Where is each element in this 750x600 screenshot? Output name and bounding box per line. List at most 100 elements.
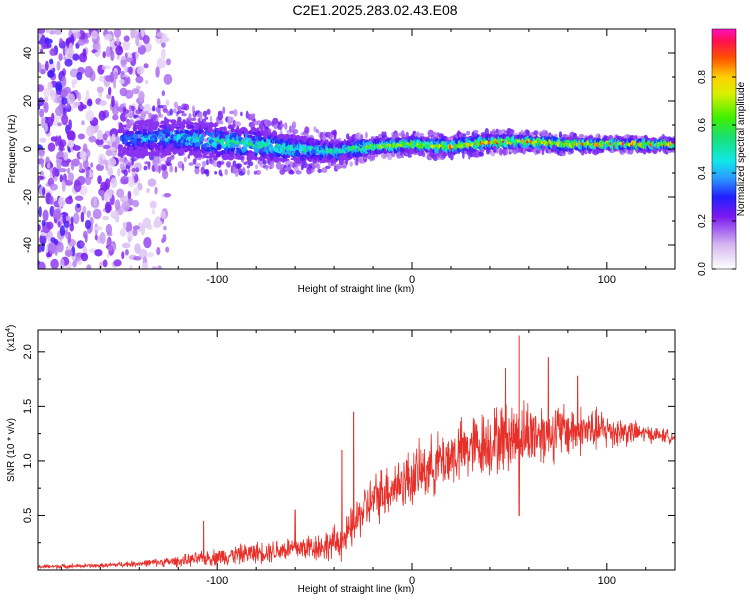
spectrogram-cell bbox=[418, 133, 425, 137]
spectrogram-cell bbox=[196, 149, 201, 155]
spectrogram-cell bbox=[95, 138, 104, 146]
spectrogram-cell bbox=[218, 126, 226, 131]
spectrogram-cell bbox=[280, 169, 285, 174]
spectrogram-cell bbox=[50, 136, 58, 142]
spectrogram-cell bbox=[231, 132, 238, 136]
spectrogram-cell bbox=[227, 124, 235, 130]
spectrogram-cell bbox=[86, 210, 92, 218]
spectrogram-cell bbox=[317, 168, 323, 173]
spectrogram-cell bbox=[97, 175, 102, 185]
spectrogram-cell bbox=[99, 261, 103, 269]
spectrogram-cell bbox=[119, 162, 125, 170]
spectrogram-cell bbox=[56, 241, 64, 253]
colorbar-tick-label: 0.4 bbox=[697, 166, 708, 180]
spectrogram-cell bbox=[38, 176, 41, 185]
y-tick-label: 0.5 bbox=[22, 508, 34, 523]
spectrogram-cell bbox=[121, 251, 125, 260]
spectrogram-cell bbox=[355, 132, 362, 140]
spectrogram-cell bbox=[170, 119, 177, 124]
spectrogram-cell bbox=[265, 166, 269, 171]
colorbar-tick-label: 0.6 bbox=[697, 118, 708, 132]
spectrogram-cell bbox=[578, 134, 585, 138]
spectrogram-cell bbox=[119, 228, 127, 237]
spectrogram-cell bbox=[184, 129, 190, 134]
spectrogram-cell bbox=[61, 97, 68, 105]
spectrogram-cell bbox=[161, 42, 166, 48]
spectrogram-cell bbox=[59, 225, 65, 237]
spectrogram-cell bbox=[124, 52, 128, 59]
spectrogram-cell bbox=[132, 199, 140, 208]
spectrogram-cell bbox=[73, 212, 80, 225]
spectrogram-cell bbox=[123, 169, 128, 177]
snr-y-label: SNR (10 * v/v) bbox=[6, 418, 17, 482]
spectrogram-cell bbox=[158, 165, 161, 174]
spectrogram-cell bbox=[68, 119, 72, 131]
spectrogram-cell bbox=[135, 50, 139, 61]
spectrogram-cell bbox=[159, 124, 165, 128]
spectrogram-cell bbox=[72, 145, 81, 151]
spectrogram-cell bbox=[202, 123, 209, 129]
spectrogram-cell bbox=[72, 260, 77, 268]
spectrogram-cell bbox=[250, 113, 256, 118]
spectrogram-cell bbox=[221, 160, 224, 166]
spectrogram-cell bbox=[295, 170, 302, 175]
spectrogram-cell bbox=[105, 223, 113, 235]
spectrogram-cell bbox=[204, 155, 211, 159]
spectrogram-cell bbox=[46, 221, 54, 230]
spectrogram-cell bbox=[279, 120, 283, 124]
spectrogram-cell bbox=[169, 108, 173, 116]
spectrogram-cell bbox=[76, 71, 83, 81]
x-tick-label: -100 bbox=[206, 575, 228, 587]
spectrogram-cell bbox=[198, 111, 203, 120]
spectrogram-cell bbox=[113, 259, 122, 267]
spectrogram-cell bbox=[214, 171, 218, 175]
spectrogram-cell bbox=[280, 123, 285, 127]
spectrogram-cell bbox=[275, 152, 282, 158]
colorbar-tick-label: 0.0 bbox=[697, 262, 708, 276]
spectrogram-cell bbox=[99, 189, 105, 196]
spectrogram-cell bbox=[67, 139, 74, 148]
spectrogram-cell bbox=[216, 129, 221, 136]
spectrogram-cell bbox=[248, 161, 254, 167]
spectrogram-cell bbox=[299, 145, 303, 153]
spectrogram-cell bbox=[119, 157, 123, 163]
spectrogram-cell bbox=[173, 101, 178, 109]
spectrogram-cell bbox=[44, 38, 53, 44]
spectrogram-cell bbox=[473, 129, 479, 134]
spectrogram-cell bbox=[94, 249, 103, 257]
spectrogram-cell bbox=[197, 117, 201, 123]
spectrogram-cell bbox=[58, 53, 63, 61]
spectrogram-cell bbox=[201, 129, 205, 133]
spectrogram-cell bbox=[143, 135, 149, 139]
colorbar-tick-label: 0.8 bbox=[697, 70, 708, 84]
spectrogram-cell bbox=[183, 156, 187, 163]
spectrogram-cell bbox=[195, 146, 201, 150]
spectrogram-cell bbox=[181, 113, 187, 117]
spectrogram-cell bbox=[178, 110, 185, 114]
spectrogram-cell bbox=[200, 141, 203, 145]
spectrogram-cell bbox=[161, 169, 169, 180]
spectrogram-cell bbox=[142, 217, 152, 229]
snr-line-plot bbox=[38, 335, 675, 570]
spectrogram-cell bbox=[62, 212, 67, 225]
spectrogram-cell bbox=[59, 174, 63, 183]
spectrogram-cell bbox=[107, 157, 117, 167]
spectrogram-cell bbox=[535, 149, 541, 154]
spectrogram-cell bbox=[119, 87, 128, 97]
spectrogram-cell bbox=[116, 36, 120, 46]
spectrogram-cell bbox=[156, 98, 161, 108]
spectrogram-cell bbox=[201, 160, 207, 168]
spectrogram-cell bbox=[61, 76, 67, 88]
spectrogram-cell bbox=[85, 167, 90, 178]
spectrogram-cell bbox=[127, 190, 132, 200]
page-title: C2E1.2025.283.02.43.E08 bbox=[292, 2, 457, 18]
spectrogram-cell bbox=[151, 266, 158, 269]
spectrogram-cell bbox=[39, 108, 45, 118]
spectrogram-cell bbox=[115, 45, 124, 56]
spectrogram-cell bbox=[207, 127, 213, 132]
spectrogram-cell bbox=[133, 256, 142, 261]
spectrogram-cell bbox=[116, 188, 125, 198]
spectrogram-cell bbox=[220, 173, 223, 177]
spectrogram-cell bbox=[272, 130, 278, 137]
